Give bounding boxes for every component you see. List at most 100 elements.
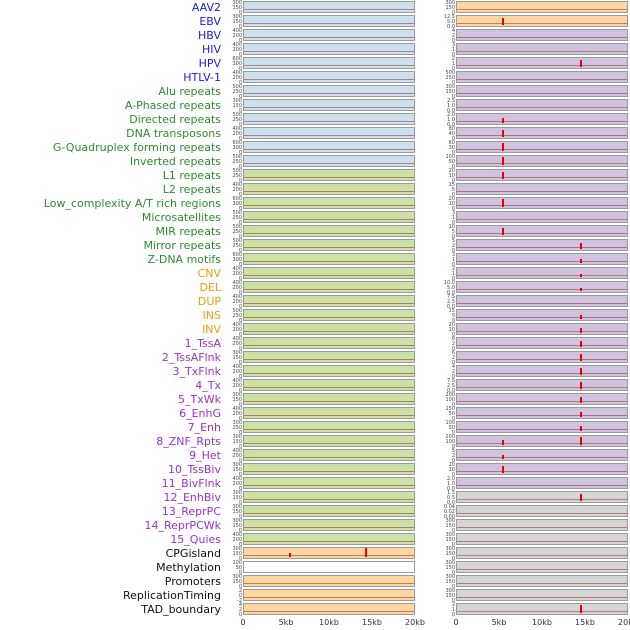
y-tick-label: 400: [232, 266, 242, 272]
y-tick-label: 20: [448, 196, 455, 202]
signal-baseline: [457, 247, 627, 248]
left-track-panel: [243, 71, 415, 83]
y-tick-label: 300: [232, 462, 242, 468]
track-row: CPGisland 300 150 0 300 150 0: [0, 546, 630, 562]
y-tick-label: 0: [238, 500, 242, 506]
left-track-panel: [243, 533, 415, 545]
y-tick-label: 50: [448, 159, 455, 165]
y-tick-label: 2: [451, 355, 455, 361]
right-track-panel: [456, 127, 628, 139]
track-row: L1 repeats 500 250 0 20 10 0: [0, 168, 630, 184]
y-tick-label: 150: [232, 467, 242, 473]
right-track-panel: [456, 309, 628, 321]
y-tick-label: 100: [445, 439, 455, 445]
y-tick-label: 0: [451, 38, 455, 44]
right-track-panel: [456, 267, 628, 279]
right-y-axis-ticks: 10 5 0: [439, 225, 456, 240]
left-track-panel: [243, 267, 415, 279]
y-tick-label: 400: [232, 42, 242, 48]
y-tick-label: 150: [445, 565, 455, 571]
right-track-panel: [456, 155, 628, 167]
y-tick-label: 0: [238, 570, 242, 576]
signal-baseline: [457, 317, 627, 318]
signal-baseline: [457, 79, 627, 80]
x-tick-label: 5kb: [491, 618, 507, 627]
y-tick-label: 0: [451, 458, 455, 464]
signal-spike: [580, 259, 583, 263]
left-y-axis-ticks: 300 150 0: [226, 434, 243, 450]
y-tick-label: 5.0: [447, 19, 455, 25]
y-tick-label: 50: [448, 425, 455, 431]
signal-baseline: [457, 569, 627, 570]
y-tick-label: 0: [451, 248, 455, 254]
left-track-panel: [243, 197, 415, 209]
y-tick-label: 0: [451, 150, 455, 156]
track-label: 1_TssA: [184, 336, 221, 350]
left-track-panel: [243, 449, 415, 461]
signal-spike: [580, 60, 583, 67]
y-tick-label: 0: [451, 570, 455, 576]
y-tick-label: 1: [451, 47, 455, 53]
y-tick-label: 0: [238, 472, 242, 478]
signal-baseline: [457, 261, 627, 262]
y-tick-label: 0.0: [447, 108, 455, 114]
y-tick-label: 150: [232, 355, 242, 361]
y-tick-label: 0: [451, 234, 455, 240]
y-tick-label: 250: [232, 243, 242, 249]
y-tick-label: 500: [232, 210, 242, 216]
y-tick-label: 200: [232, 369, 242, 375]
right-y-axis-ticks: 300 150 0: [439, 85, 456, 100]
y-tick-label: 6: [451, 350, 455, 356]
track-label: Mirror repeats: [143, 238, 222, 252]
track-label: 8_ZNF_Rpts: [156, 434, 221, 448]
right-track-panel: [456, 295, 628, 307]
y-tick-label: 2: [238, 588, 242, 594]
signal-spike: [501, 199, 504, 207]
left-track-panel: [243, 85, 415, 97]
y-tick-label: 200: [232, 285, 242, 291]
left-track-panel: [243, 393, 415, 405]
y-tick-label: 2: [451, 602, 455, 608]
left-track-panel: [243, 127, 415, 139]
left-y-axis-ticks: 400 200 0: [226, 183, 243, 198]
signal-baseline: [244, 499, 414, 500]
track-row: Z-DNA motifs 600 300 0 3 1 0: [0, 252, 630, 268]
right-y-axis-ticks: 7.5 2.5 0.0: [439, 295, 456, 310]
y-tick-label: 2.5: [447, 98, 455, 104]
left-track-panel: [243, 281, 415, 293]
y-tick-label: 0: [238, 248, 242, 254]
left-y-axis-ticks: 300 150 0: [226, 575, 243, 590]
y-tick-label: 0: [238, 108, 242, 114]
left-y-axis-ticks: 300 150 0: [226, 15, 243, 30]
signal-spike: [288, 553, 291, 557]
left-track-panel: [243, 29, 415, 41]
signal-baseline: [244, 611, 414, 612]
signal-baseline: [457, 373, 627, 374]
x-tick-label: 10kb: [319, 618, 339, 627]
y-tick-label: 0: [238, 402, 242, 408]
y-tick-label: 300: [232, 434, 242, 440]
right-track-panel: [456, 197, 628, 209]
signal-spike: [501, 130, 504, 137]
track-row: 11_BivFlnk 400 200 0 2.0 1.0 0.0: [0, 476, 630, 492]
y-tick-label: 200: [232, 33, 242, 39]
track-label: L1 repeats: [162, 168, 221, 182]
signal-baseline: [457, 611, 627, 612]
y-tick-label: 0: [451, 612, 455, 618]
y-tick-label: 200: [232, 481, 242, 487]
signal-baseline: [457, 275, 627, 276]
y-tick-label: 500: [232, 308, 242, 314]
y-tick-label: 80: [448, 126, 455, 132]
y-tick-label: 0: [451, 80, 455, 86]
right-track-panel: [456, 533, 628, 545]
signal-spike: [580, 354, 583, 361]
signal-baseline: [457, 443, 627, 444]
signal-spike: [580, 341, 583, 347]
left-y-axis-ticks: 500 250 0: [226, 113, 243, 128]
track-row: Directed repeats 500 250 0 2.0 1.0 0.0: [0, 112, 630, 128]
y-tick-label: 300: [232, 145, 242, 151]
signal-baseline: [457, 331, 627, 332]
y-tick-label: 150: [232, 103, 242, 109]
x-tick-label: 15kb: [575, 618, 595, 627]
y-tick-label: 0: [451, 178, 455, 184]
